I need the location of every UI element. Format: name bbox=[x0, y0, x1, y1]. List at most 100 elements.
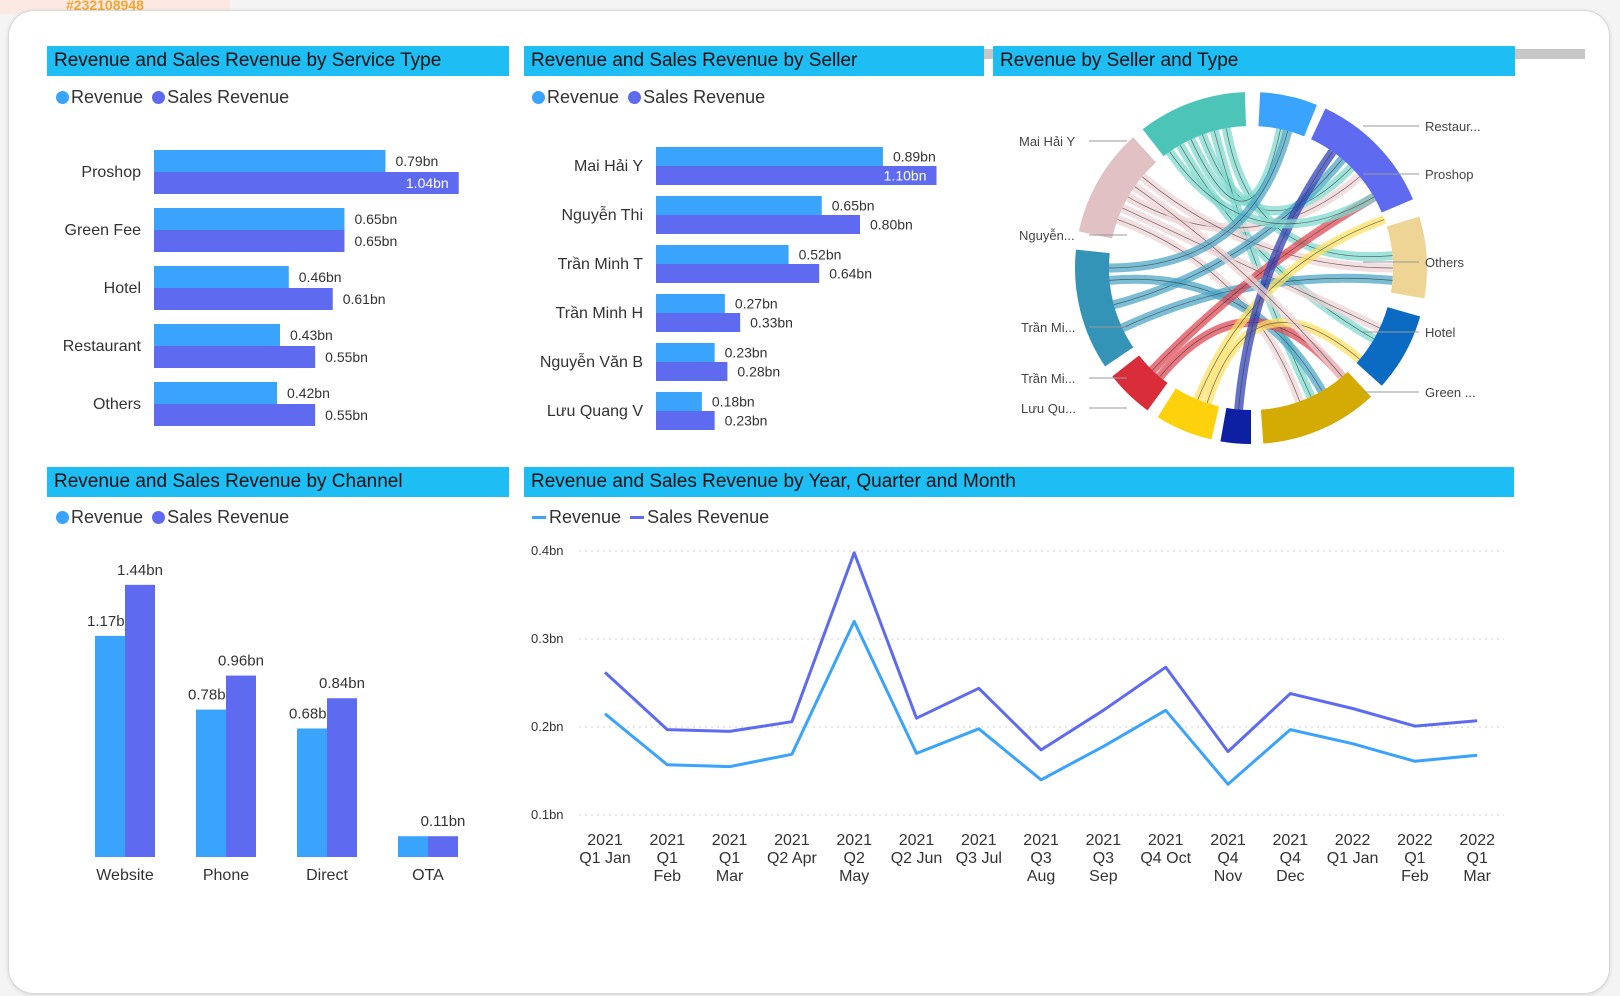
chord-ribbon-edge[interactable] bbox=[1134, 186, 1343, 378]
revenue-bar[interactable] bbox=[154, 150, 386, 172]
category-label: Mai Hải Y bbox=[574, 158, 643, 175]
chord-arc-tran-minh-t[interactable] bbox=[1075, 249, 1134, 367]
sales-revenue-bar[interactable] bbox=[656, 166, 937, 185]
legend-label: Sales Revenue bbox=[647, 507, 770, 527]
legend-item-revenue[interactable]: Revenue bbox=[532, 87, 619, 108]
revenue-bar[interactable] bbox=[154, 324, 280, 346]
chord-node-label: Others bbox=[1425, 255, 1465, 270]
legend-item-sales[interactable]: Sales Revenue bbox=[152, 507, 289, 528]
sales-revenue-line[interactable] bbox=[603, 551, 1478, 754]
legend-item-revenue[interactable]: Revenue bbox=[56, 507, 143, 528]
x-tick-label: Q4 bbox=[1217, 850, 1238, 867]
chord-ribbon-edge[interactable] bbox=[1108, 130, 1289, 269]
sales-revenue-bar[interactable] bbox=[656, 264, 820, 283]
chord-ribbon-edge[interactable] bbox=[1127, 176, 1361, 229]
sales-revenue-bar[interactable] bbox=[327, 698, 357, 857]
chord-arc-others[interactable] bbox=[1386, 216, 1427, 299]
x-tick-label: 2021 bbox=[899, 832, 935, 849]
legend-label: Sales Revenue bbox=[167, 87, 290, 107]
chord-arc-proshop[interactable] bbox=[1311, 108, 1414, 213]
chord-ribbon-edge[interactable] bbox=[1122, 207, 1380, 329]
revenue-bar[interactable] bbox=[196, 709, 226, 857]
sales-revenue-bar[interactable] bbox=[154, 172, 459, 194]
data-label: 0.11bn bbox=[421, 813, 466, 830]
sales-revenue-bar[interactable] bbox=[656, 215, 860, 234]
time-chart-title: Revenue and Sales Revenue by Year, Quart… bbox=[524, 467, 1514, 497]
x-tick-label: Q4 bbox=[1280, 850, 1301, 867]
service-type-chart: Proshop 0.79bn 1.04bn Green Fee 0.65bn 0.65bn… bbox=[63, 92, 1504, 885]
chord-ribbon-edge[interactable] bbox=[1179, 144, 1375, 340]
revenue-bar[interactable] bbox=[95, 635, 125, 857]
sales-revenue-bar[interactable] bbox=[154, 230, 345, 252]
revenue-bar[interactable] bbox=[656, 392, 702, 411]
sales-revenue-bar[interactable] bbox=[428, 836, 458, 857]
revenue-bar[interactable] bbox=[656, 196, 822, 215]
data-label: 0.65bn bbox=[832, 198, 875, 214]
legend-item-sales[interactable]: Sales Revenue bbox=[630, 507, 769, 528]
sales-revenue-bar[interactable] bbox=[656, 313, 741, 332]
revenue-bar[interactable] bbox=[154, 266, 289, 288]
chord-ribbon-edge[interactable] bbox=[1225, 128, 1393, 257]
x-tick-label: 2022 bbox=[1459, 832, 1495, 849]
x-tick-label: 2021 bbox=[650, 832, 686, 849]
y-tick-label: 0.2bn bbox=[531, 719, 564, 734]
sales-revenue-bar[interactable] bbox=[154, 346, 316, 368]
category-label: Restaurant bbox=[63, 338, 142, 355]
seller-legend[interactable]: Revenue Sales Revenue bbox=[532, 87, 774, 108]
service-legend[interactable]: Revenue Sales Revenue bbox=[56, 87, 298, 108]
legend-item-revenue[interactable]: Revenue bbox=[56, 87, 143, 108]
revenue-bar[interactable] bbox=[656, 294, 725, 313]
chord-ribbon-edge[interactable] bbox=[1109, 278, 1323, 392]
chord-ribbon-edge[interactable] bbox=[1141, 176, 1394, 269]
revenue-bar[interactable] bbox=[398, 836, 428, 857]
revenue-bar[interactable] bbox=[297, 728, 327, 857]
sales-revenue-bar[interactable] bbox=[656, 411, 715, 430]
revenue-bar[interactable] bbox=[656, 147, 883, 166]
category-label: Proshop bbox=[81, 164, 141, 181]
revenue-bar[interactable] bbox=[154, 382, 278, 404]
data-label: 0.61bn bbox=[343, 291, 386, 307]
data-label: 0.68bn bbox=[289, 705, 335, 722]
chord-arc-nguyen[interactable] bbox=[1078, 137, 1156, 239]
chord-arc-restaurant[interactable] bbox=[1258, 92, 1317, 137]
sales-revenue-bar[interactable] bbox=[154, 288, 333, 310]
chord-ribbon-edge[interactable] bbox=[1206, 322, 1361, 404]
chord-ribbon-edge[interactable] bbox=[1113, 158, 1343, 306]
x-tick-label: Q3 bbox=[1093, 850, 1114, 867]
chord-arc-hotel[interactable] bbox=[1356, 307, 1421, 386]
chord-ribbon-edge[interactable] bbox=[1169, 151, 1375, 225]
y-tick-label: 0.4bn bbox=[531, 543, 564, 558]
data-label: 0.65bn bbox=[354, 211, 397, 227]
chord-ribbon-edge[interactable] bbox=[1190, 129, 1281, 202]
x-tick-label: 2021 bbox=[1086, 832, 1122, 849]
y-tick-label: 0.1bn bbox=[531, 807, 564, 822]
chord-arc-tran-minh-h[interactable] bbox=[1157, 388, 1220, 440]
legend-label: Revenue bbox=[547, 87, 620, 107]
sales-revenue-bar[interactable] bbox=[656, 362, 728, 381]
sales-revenue-bar[interactable] bbox=[226, 675, 256, 857]
revenue-bar[interactable] bbox=[656, 343, 715, 362]
chord-node-label: Restaur... bbox=[1425, 119, 1481, 134]
legend-item-sales[interactable]: Sales Revenue bbox=[628, 87, 765, 108]
legend-dot-icon bbox=[532, 91, 545, 104]
revenue-line[interactable] bbox=[604, 619, 1478, 786]
sales-revenue-bar[interactable] bbox=[125, 584, 155, 857]
chord-arc-tran-minh-t2[interactable] bbox=[1112, 355, 1168, 411]
chord-node-label: Mai Hải Y bbox=[1019, 134, 1075, 149]
legend-item-sales[interactable]: Sales Revenue bbox=[152, 87, 289, 108]
revenue-bar[interactable] bbox=[154, 208, 345, 230]
chord-arc-mai-hai-y[interactable] bbox=[1142, 92, 1247, 157]
chord-arc-green-fee[interactable] bbox=[1260, 371, 1372, 444]
time-legend[interactable]: Revenue Sales Revenue bbox=[532, 507, 778, 528]
chord-arc-luu-quang[interactable] bbox=[1220, 407, 1251, 444]
chord-ribbon-edge[interactable] bbox=[1197, 219, 1385, 400]
sales-revenue-bar[interactable] bbox=[154, 404, 316, 426]
chord-ribbon-edge[interactable] bbox=[1238, 151, 1333, 410]
revenue-bar[interactable] bbox=[656, 245, 789, 264]
legend-item-revenue[interactable]: Revenue bbox=[532, 507, 621, 528]
channel-legend[interactable]: Revenue Sales Revenue bbox=[56, 507, 298, 528]
x-tick-label: May bbox=[839, 868, 869, 885]
legend-dot-icon bbox=[628, 91, 642, 104]
x-tick-label: Q3 bbox=[1030, 850, 1051, 867]
chord-node-label: Nguyễn... bbox=[1019, 228, 1075, 243]
